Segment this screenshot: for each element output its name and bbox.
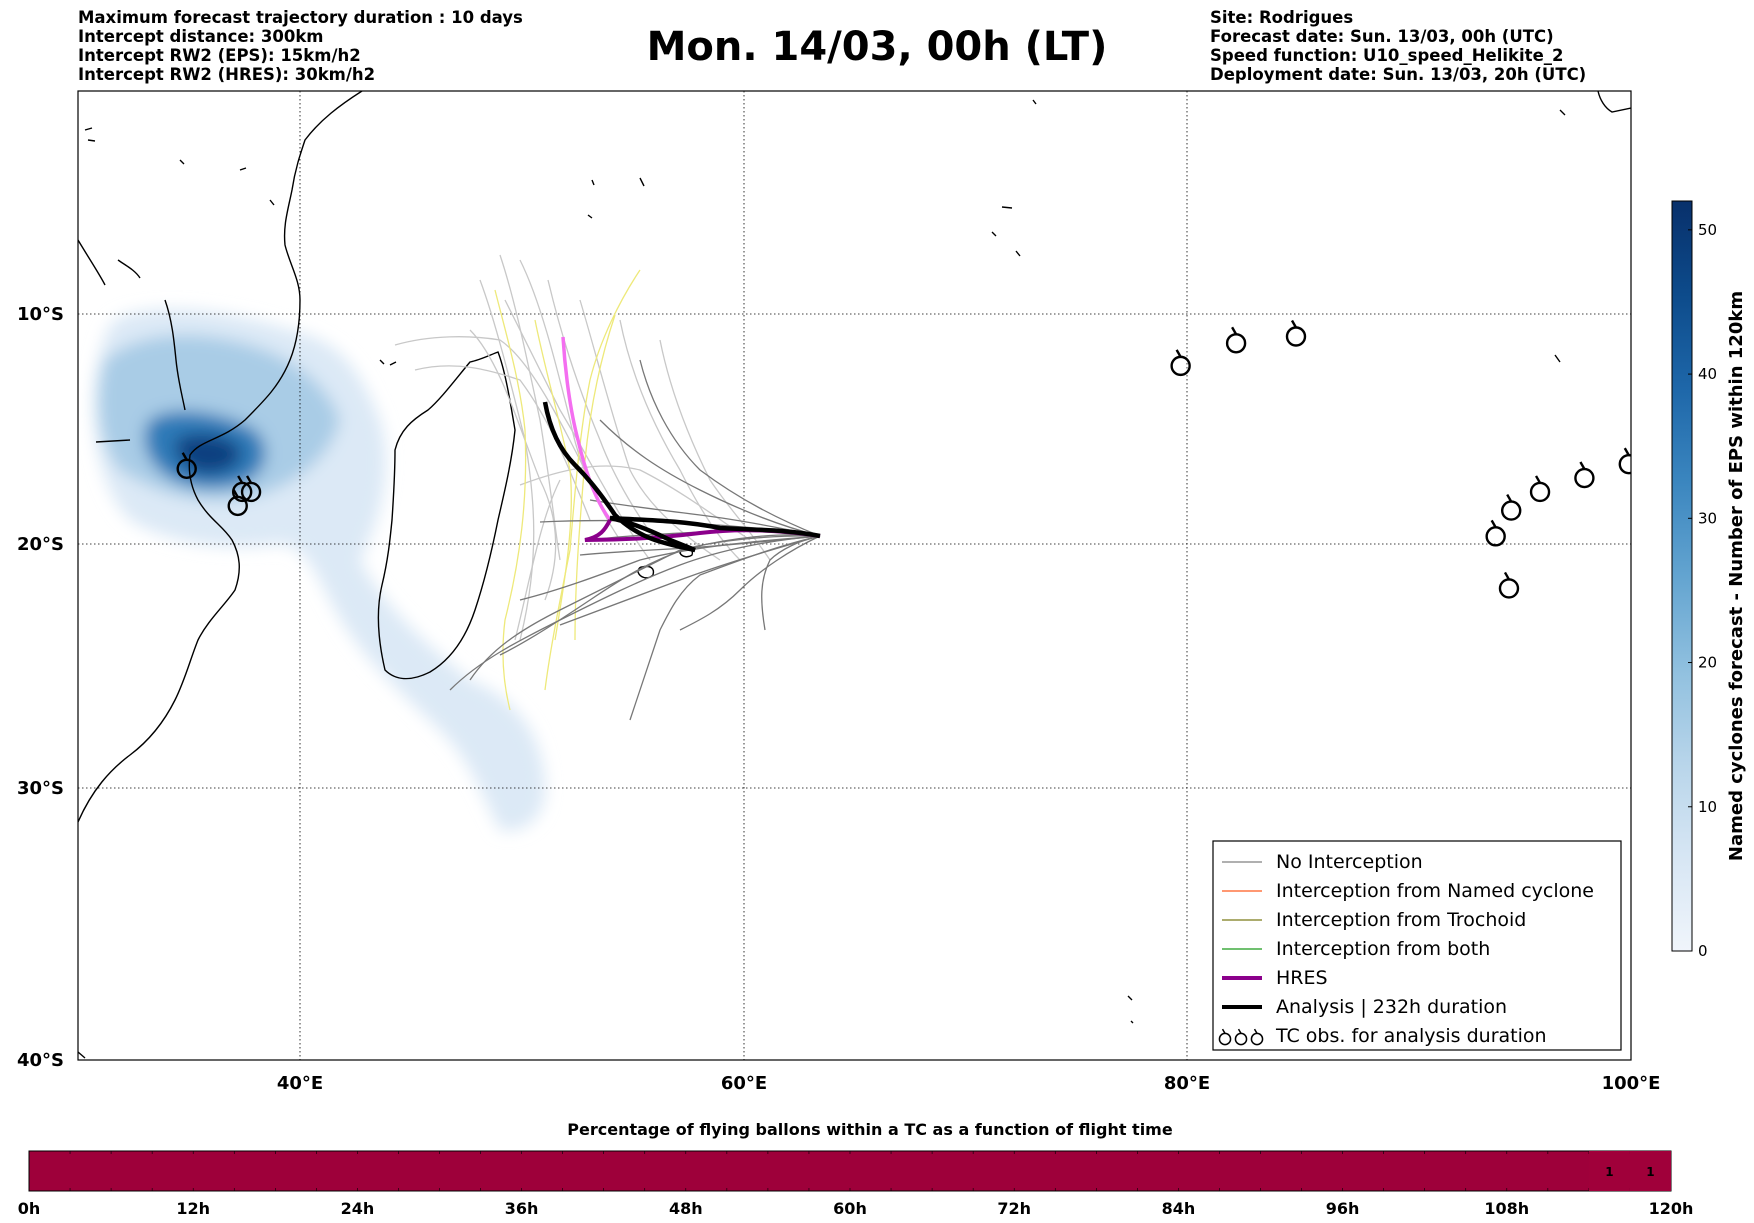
timeline-tick-label: 12h: [176, 1199, 210, 1218]
legend-label: Interception from Named cyclone: [1276, 880, 1594, 902]
colorbar-tick-label: 20: [1698, 654, 1717, 672]
header-left-line-3: Intercept RW2 (EPS): 15km/h2: [78, 46, 361, 65]
hres-trajectory-pink: [561, 336, 612, 522]
colorbar-gradient: [1671, 200, 1693, 952]
map-area: [78, 91, 1662, 1060]
timeline-tick-label: 36h: [505, 1199, 539, 1218]
timeline-tick-label: 24h: [341, 1199, 375, 1218]
lon-tick-label: 40°E: [277, 1073, 323, 1094]
map-frame: [77, 90, 1632, 1061]
trajectories-dark: [449, 359, 821, 721]
legend-label: No Interception: [1276, 851, 1423, 873]
colorbar-tick-label: 0: [1698, 942, 1708, 960]
colorbar-tick-label: 10: [1698, 798, 1717, 816]
header-right: Site: Rodrigues Forecast date: Sun. 13/0…: [1210, 8, 1586, 84]
timeline-tick-label: 48h: [669, 1199, 703, 1218]
header-left-line-2: Intercept distance: 300km: [78, 27, 324, 46]
colorbar-tick-label: 50: [1698, 221, 1717, 239]
timeline-tick-label: 72h: [997, 1199, 1031, 1218]
colorbar-tick-label: 30: [1698, 509, 1717, 527]
timeline-cell: [1588, 1151, 1630, 1191]
header-left-line-1: Maximum forecast trajectory duration : 1…: [78, 8, 523, 27]
legend-label: Interception from Trochoid: [1276, 909, 1526, 931]
tc-obs-icon: [1644, 437, 1662, 462]
lat-tick-label: 40°S: [17, 1050, 64, 1071]
cyclone-density-field: [93, 309, 546, 831]
tc-obs-icon: [1250, 1028, 1264, 1046]
header-left: Maximum forecast trajectory duration : 1…: [78, 8, 523, 84]
tc-obs-icon: [1529, 475, 1551, 503]
timeline-tick-label: 0h: [18, 1199, 41, 1218]
tc-obs-icon: [1225, 326, 1247, 354]
lon-tick-label: 80°E: [1164, 1073, 1210, 1094]
colorbar-label: Named cyclones forecast - Number of EPS …: [1726, 291, 1747, 861]
timeline-tick-label: 120h: [1649, 1199, 1694, 1218]
tc-obs-icon: [1234, 1028, 1248, 1046]
colorbar-tick-label: 40: [1698, 365, 1717, 383]
colorbar-ticks: 0 10 20 30 40 50: [1688, 221, 1717, 960]
timeline-tick-label: 84h: [1162, 1199, 1196, 1218]
tc-obs-icon: [1618, 447, 1631, 475]
flight-time-timeline: Percentage of flying ballons within a TC…: [18, 1120, 1694, 1218]
timeline-ticks: 0h 12h 24h 36h 48h 60h 72h 84h 96h 108h 120h: [18, 1199, 1694, 1218]
lon-tick-label: 100°E: [1602, 1073, 1661, 1094]
tc-obs-icon: [1285, 319, 1307, 347]
tc-obs-icon: [1498, 571, 1520, 599]
tc-obs-icon: [231, 475, 253, 503]
lon-tick-label: 60°E: [721, 1073, 767, 1094]
timeline-tick-label: 96h: [1326, 1199, 1360, 1218]
tc-obs-icon: [227, 489, 248, 517]
coastlines: [78, 91, 1631, 1059]
lat-tick-label: 20°S: [17, 534, 64, 555]
latitude-ticks: 10°S 20°S 30°S 40°S: [17, 304, 64, 1071]
header-right-line-3: Speed function: U10_speed_Helikite_2: [1210, 46, 1564, 65]
timeline-bar: [28, 1150, 1672, 1192]
tc-obs-icon: [1218, 1028, 1232, 1046]
legend-label: TC obs. for analysis duration: [1275, 1025, 1547, 1047]
tc-observations: [176, 319, 1662, 599]
timeline-title: Percentage of flying ballons within a TC…: [567, 1120, 1173, 1139]
tc-obs-icon: [1574, 461, 1595, 489]
tc-obs-icon: [176, 452, 197, 479]
lat-tick-label: 30°S: [17, 778, 64, 799]
lat-tick-label: 10°S: [17, 304, 64, 325]
header-left-line-4: Intercept RW2 (HRES): 30km/h2: [78, 65, 376, 84]
legend-box: [1212, 840, 1622, 1051]
tc-obs-icon: [1485, 519, 1506, 547]
header-right-line-4: Deployment date: Sun. 13/03, 20h (UTC): [1210, 65, 1587, 84]
timeline-cell-value: 1: [1646, 1165, 1654, 1179]
header-right-line-1: Site: Rodrigues: [1210, 8, 1354, 27]
tc-obs-icon: [240, 475, 262, 503]
legend-label: Interception from both: [1276, 938, 1490, 960]
trajectories-light: [394, 254, 771, 641]
legend: No Interception Interception from Named c…: [1212, 840, 1622, 1051]
longitude-ticks: 40°E 60°E 80°E 100°E: [277, 1073, 1661, 1094]
header-right-line-2: Forecast date: Sun. 13/03, 00h (UTC): [1210, 27, 1554, 46]
tc-obs-icon: [1170, 349, 1191, 377]
graticule: [78, 91, 1631, 1060]
colorbar: 0 10 20 30 40 50 Named cyclones forecast - Nu…: [1671, 200, 1747, 960]
legend-label: Analysis | 232h duration: [1276, 996, 1507, 1018]
timeline-cell-value: 1: [1605, 1165, 1613, 1179]
trajectories-yellow: [494, 269, 641, 711]
analysis-trajectory: [542, 401, 821, 553]
legend-rows: No Interception Interception from Named c…: [1218, 851, 1594, 1047]
timeline-cell: [1629, 1151, 1671, 1191]
tc-obs-icon: [1500, 493, 1522, 521]
page-title: Mon. 14/03, 00h (LT): [646, 24, 1108, 70]
timeline-tick-label: 60h: [833, 1199, 867, 1218]
timeline-tick-label: 108h: [1484, 1199, 1529, 1218]
legend-label: HRES: [1276, 967, 1328, 989]
